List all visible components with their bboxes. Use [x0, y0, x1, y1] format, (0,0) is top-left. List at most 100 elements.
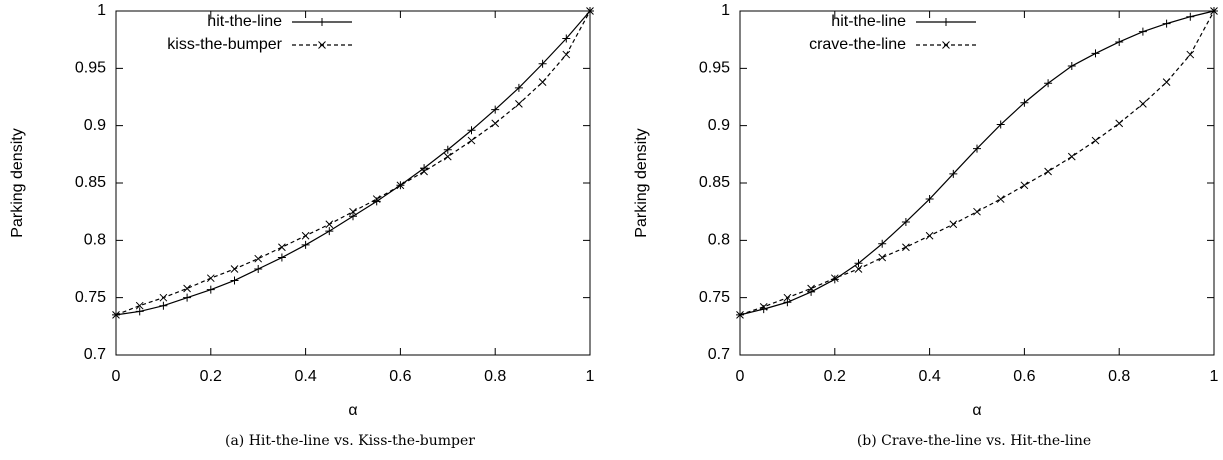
point-marker [325, 227, 334, 236]
x-axis-label: α [348, 402, 357, 419]
point-marker [135, 301, 144, 310]
point-marker [230, 276, 239, 285]
point-marker [973, 207, 981, 216]
plot-frame [115, 10, 591, 356]
point-marker [206, 274, 215, 283]
legend-label: crave-the-line [809, 36, 906, 53]
point-marker [1186, 12, 1195, 21]
point-marker [562, 34, 571, 43]
point-marker [112, 311, 120, 319]
point-marker [1210, 7, 1218, 15]
y-tick-label: 0.85 [699, 174, 730, 191]
y-tick-label: 1 [97, 2, 106, 19]
legend-marker [318, 41, 326, 49]
point-marker [135, 307, 144, 316]
point-marker [206, 285, 215, 294]
caption: (a) Hit-the-line vs. Kiss-the-bumper [225, 433, 475, 449]
point-marker [830, 274, 839, 283]
point-marker [1091, 136, 1100, 145]
point-marker [514, 83, 523, 92]
point-marker [807, 287, 816, 296]
point-marker [1067, 152, 1076, 161]
x-tick-label: 0.4 [294, 368, 316, 385]
y-tick-label: 0.9 [708, 117, 730, 134]
point-marker [538, 78, 547, 86]
legend-label: hit-the-line [207, 13, 282, 30]
plot-frame [739, 10, 1215, 356]
y-tick-label: 0.8 [708, 232, 730, 249]
point-marker [1138, 27, 1147, 36]
point-marker [538, 59, 547, 68]
point-marker [159, 293, 168, 302]
point-marker [807, 284, 815, 293]
point-marker [1044, 167, 1052, 176]
point-marker [925, 195, 934, 204]
y-axis-label: Parking density [9, 128, 26, 237]
y-tick-label: 0.95 [699, 60, 730, 77]
point-marker [1020, 98, 1029, 107]
point-marker [183, 284, 191, 293]
point-marker [854, 265, 863, 273]
point-marker [783, 293, 792, 302]
point-marker [183, 293, 192, 302]
point-marker [878, 239, 887, 248]
point-marker [586, 7, 594, 15]
point-marker [491, 105, 500, 114]
point-marker [902, 243, 910, 252]
series-line [115, 10, 591, 316]
point-marker [443, 145, 452, 154]
x-tick-label: 0 [736, 368, 745, 385]
point-marker [1115, 37, 1124, 46]
point-marker [996, 120, 1005, 129]
y-tick-label: 0.95 [75, 60, 106, 77]
y-tick-label: 0.9 [84, 117, 106, 134]
point-marker [949, 220, 958, 229]
legend-label: kiss-the-bumper [167, 36, 282, 53]
point-marker [1139, 100, 1147, 108]
point-marker [230, 265, 239, 273]
point-marker [973, 144, 981, 153]
y-tick-label: 1 [721, 2, 730, 19]
y-tick-label: 0.8 [84, 232, 106, 249]
legend-marker [942, 41, 950, 49]
point-marker [372, 195, 381, 203]
point-marker [277, 253, 286, 262]
series-line [739, 10, 1215, 316]
y-tick-label: 0.75 [699, 289, 730, 306]
x-tick-label: 0.2 [200, 368, 222, 385]
x-tick-label: 1 [1210, 368, 1219, 385]
point-marker [783, 298, 792, 307]
point-marker [1044, 79, 1053, 88]
legend-label: hit-the-line [831, 13, 906, 30]
y-tick-label: 0.75 [75, 289, 106, 306]
point-marker [1186, 50, 1195, 59]
y-tick-label: 0.7 [84, 346, 106, 363]
point-marker [1162, 78, 1171, 86]
point-marker [443, 152, 452, 161]
series-line [115, 10, 591, 316]
point-marker [491, 119, 500, 128]
legend-marker [942, 18, 950, 26]
point-marker [467, 126, 476, 135]
point-marker [562, 50, 571, 59]
point-marker [854, 259, 863, 268]
point-marker [901, 217, 910, 226]
x-tick-label: 0.8 [1108, 368, 1130, 385]
point-marker [396, 181, 405, 190]
point-marker [925, 231, 934, 240]
point-marker [1020, 181, 1029, 190]
x-tick-label: 0.6 [1013, 368, 1035, 385]
point-marker [420, 164, 429, 173]
x-tick-label: 0.4 [918, 368, 940, 385]
point-marker [1091, 49, 1100, 58]
y-tick-label: 0.85 [75, 174, 106, 191]
x-tick-label: 0.6 [389, 368, 411, 385]
point-marker [325, 220, 334, 229]
x-tick-label: 0.2 [824, 368, 846, 385]
point-marker [254, 254, 263, 263]
point-marker [301, 231, 310, 240]
point-marker [878, 253, 887, 262]
point-marker [254, 265, 263, 273]
point-marker [515, 100, 523, 108]
